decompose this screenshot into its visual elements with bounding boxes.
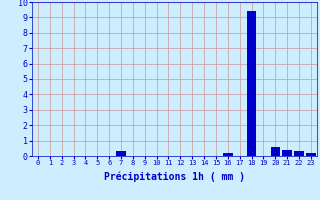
Bar [282,150,292,156]
Bar [270,147,280,156]
Bar [116,151,126,156]
Bar [247,11,256,156]
Bar [223,153,233,156]
X-axis label: Précipitations 1h ( mm ): Précipitations 1h ( mm ) [104,172,245,182]
Bar [294,151,304,156]
Bar [306,153,316,156]
